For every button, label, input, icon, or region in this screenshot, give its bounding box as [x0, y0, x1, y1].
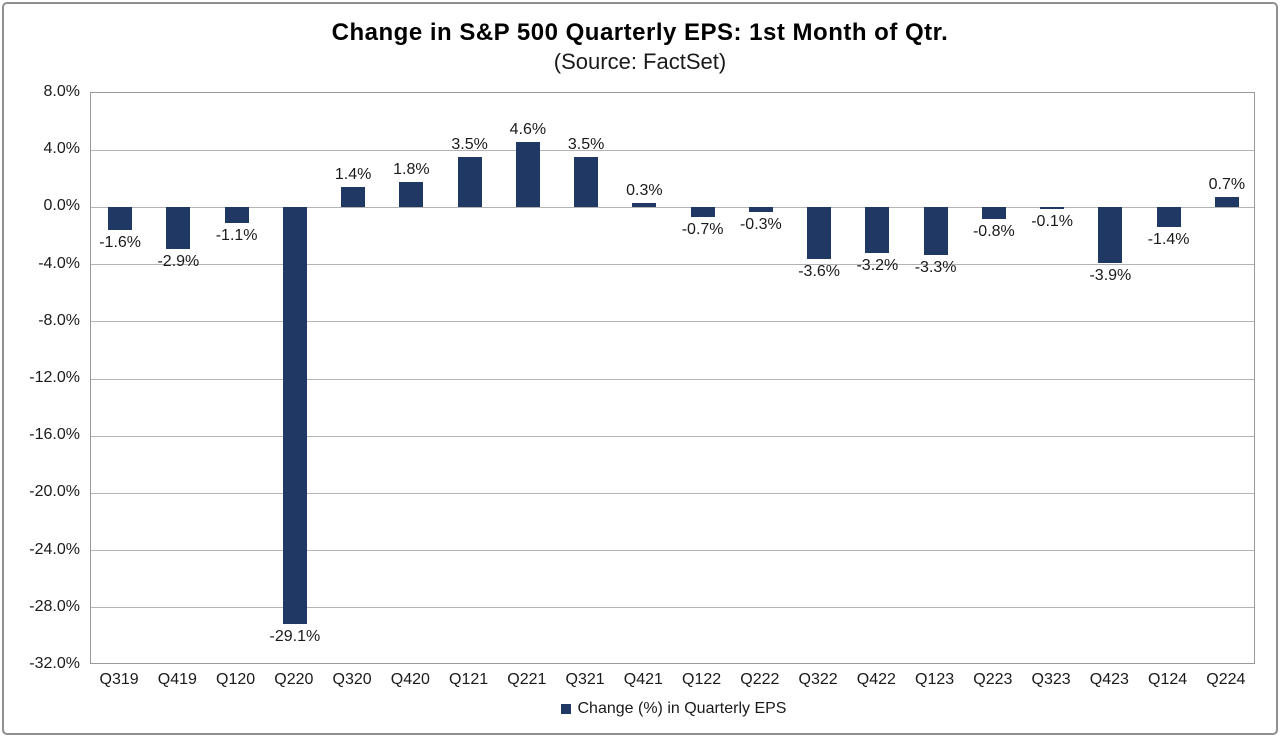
- bar-q420: [399, 181, 424, 208]
- bar-q223: [981, 207, 1006, 219]
- x-tick-label: Q120: [216, 671, 256, 688]
- bar-value-label: 3.5%: [567, 136, 605, 154]
- x-tick-label: Q122: [682, 671, 722, 688]
- bar-value-label: -3.3%: [914, 258, 957, 276]
- gridline: [91, 435, 1254, 437]
- gridline: [91, 492, 1254, 494]
- bar-q224: [1214, 197, 1239, 208]
- gridline: [91, 607, 1254, 609]
- legend-label: Change (%) in Quarterly EPS: [577, 700, 787, 717]
- x-tick-label: Q222: [740, 671, 780, 688]
- bar-q423: [1098, 207, 1123, 264]
- bar-value-label: 4.6%: [509, 120, 547, 138]
- x-tick-label: Q319: [99, 671, 139, 688]
- x-tick-label: Q320: [332, 671, 372, 688]
- bar-value-label: -3.6%: [798, 262, 841, 280]
- y-tick-label: -4.0%: [38, 254, 80, 272]
- y-tick-label: -24.0%: [29, 540, 80, 558]
- plot-area: -1.6% -2.9% -1.1% -29.1% 1.4% 1.8% 3.5% 4.6% 3.5…: [90, 92, 1255, 664]
- bar-q122: [690, 207, 715, 218]
- bar-q220: [282, 207, 307, 624]
- bar-value-label: 0.3%: [626, 182, 663, 200]
- legend-marker-icon: [560, 704, 571, 714]
- bar-q121: [457, 157, 482, 208]
- bar-q422: [865, 207, 890, 254]
- y-tick-label: -12.0%: [29, 369, 80, 386]
- bar-value-label: -1.1%: [215, 227, 258, 245]
- bar-q319: [108, 207, 133, 231]
- x-tick-label: Q422: [856, 671, 896, 688]
- x-tick-label: Q423: [1089, 671, 1129, 688]
- bar-q123: [923, 207, 948, 255]
- x-tick-label: Q123: [915, 671, 955, 688]
- x-tick-label: Q419: [157, 671, 197, 688]
- gridline: [91, 550, 1254, 552]
- bar-q419: [166, 207, 191, 249]
- y-tick-label: -28.0%: [29, 597, 80, 615]
- bar-value-label: 1.8%: [393, 160, 430, 178]
- bar-value-label: 1.4%: [334, 166, 372, 184]
- y-tick-label: 8.0%: [43, 83, 80, 100]
- bar-q421: [632, 203, 657, 208]
- bar-q124: [1156, 207, 1181, 228]
- x-tick-label: Q420: [390, 671, 430, 688]
- gridline: [91, 321, 1254, 323]
- x-tick-label: Q221: [507, 671, 547, 688]
- bar-value-label: -2.9%: [157, 252, 200, 270]
- gridline: [91, 206, 1254, 208]
- x-tick-label: Q322: [798, 671, 838, 688]
- y-tick-label: -16.0%: [29, 426, 80, 444]
- y-tick-label: 4.0%: [43, 140, 80, 158]
- bar-q221: [515, 141, 540, 208]
- bar-q120: [224, 207, 249, 224]
- y-tick-label: -20.0%: [29, 483, 80, 501]
- x-tick-label: Q121: [449, 671, 489, 688]
- bar-value-label: -0.1%: [1031, 212, 1074, 230]
- bar-value-label: -3.9%: [1089, 267, 1132, 285]
- bar-value-label: -1.6%: [99, 234, 142, 252]
- gridline: [91, 264, 1254, 266]
- bar-value-label: -3.2%: [856, 257, 899, 275]
- x-tick-label: Q421: [623, 671, 663, 688]
- title-block: Change in S&P 500 Quarterly EPS: 1st Mon…: [4, 18, 1276, 75]
- bar-value-label: -29.1%: [269, 627, 321, 645]
- legend: Change (%) in Quarterly EPS: [90, 698, 1257, 720]
- x-tick-label: Q124: [1148, 671, 1188, 688]
- bar-value-label: -0.8%: [972, 222, 1015, 240]
- bar-value-label: -0.3%: [739, 215, 782, 233]
- chart-title: Change in S&P 500 Quarterly EPS: 1st Mon…: [331, 19, 949, 46]
- bar-value-label: -0.7%: [681, 221, 724, 239]
- bar-q222: [748, 207, 773, 212]
- gridline: [91, 149, 1254, 151]
- y-tick-label: -8.0%: [38, 311, 80, 329]
- x-tick-label: Q223: [973, 671, 1013, 688]
- x-tick-label: Q323: [1031, 671, 1071, 688]
- bar-q322: [807, 207, 832, 259]
- chart-subtitle: (Source: FactSet): [553, 49, 727, 74]
- x-tick-label: Q321: [565, 671, 605, 688]
- x-tick-label: Q220: [274, 671, 314, 688]
- bar-q323: [1040, 207, 1065, 209]
- bar-value-label: 3.5%: [451, 136, 488, 154]
- bar-value-label: 0.7%: [1208, 176, 1246, 194]
- y-tick-label: -32.0%: [29, 655, 80, 672]
- x-tick-label: Q224: [1206, 671, 1246, 688]
- bar-q321: [574, 157, 599, 208]
- gridline: [91, 378, 1254, 380]
- bar-q320: [341, 187, 366, 208]
- y-tick-label: 0.0%: [43, 197, 80, 215]
- bar-value-label: -1.4%: [1147, 231, 1190, 249]
